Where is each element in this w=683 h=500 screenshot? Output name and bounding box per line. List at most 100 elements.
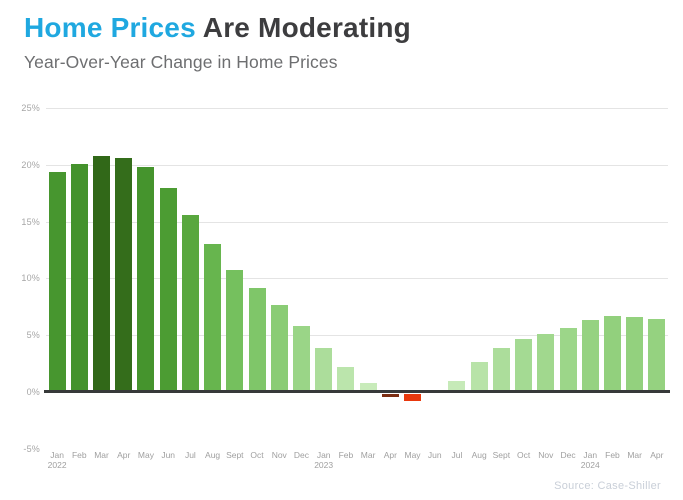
bar-nov — [270, 304, 288, 392]
bar-jul — [448, 380, 466, 392]
x-tick-label: Sept — [479, 450, 523, 460]
zero-axis-line — [44, 390, 670, 393]
gridline-10pct — [46, 278, 668, 280]
x-tick-month: Apr — [117, 450, 131, 460]
title-highlight: Home Prices — [24, 12, 203, 43]
page-title: Home Prices Are Moderating — [24, 12, 411, 44]
x-tick-label: Apr — [102, 450, 146, 460]
chart-subtitle: Year-Over-Year Change in Home Prices — [24, 52, 338, 72]
x-tick-month: Jun — [427, 450, 442, 460]
bar-apr — [381, 394, 399, 398]
x-tick-label: Mar — [80, 450, 124, 460]
x-tick-label: Aug — [457, 450, 501, 460]
x-tick-label: Jul — [168, 450, 212, 460]
x-tick-month: Apr — [383, 450, 397, 460]
x-tick-label: Apr — [368, 450, 412, 460]
x-tick-month: Oct — [516, 450, 531, 460]
y-tick-label: 20% — [21, 159, 40, 170]
y-tick-label: -5% — [23, 443, 40, 454]
x-tick-year: 2022 — [47, 460, 67, 470]
chart-header: Home Prices Are Moderating Year-Over-Yea… — [24, 12, 411, 73]
x-tick-label: May — [124, 450, 168, 460]
x-tick-month: Feb — [338, 450, 354, 460]
title-rest: Are Moderating — [202, 12, 411, 43]
gridline-20pct — [46, 164, 668, 166]
bar-apr — [648, 319, 666, 392]
x-tick-label: Oct — [502, 450, 546, 460]
x-tick-label: Feb — [324, 450, 368, 460]
bar-feb — [70, 163, 88, 392]
y-tick-label: 5% — [26, 330, 40, 341]
bar-jul — [181, 214, 199, 392]
x-tick-label: Feb — [57, 450, 101, 460]
x-tick-label: Oct — [235, 450, 279, 460]
x-tick-month: Jan — [50, 450, 64, 460]
x-tick-label: Sept — [213, 450, 257, 460]
x-tick-month: Dec — [293, 450, 310, 460]
x-tick-month: Nov — [271, 450, 287, 460]
x-tick-month: Oct — [250, 450, 264, 460]
bar-mar — [626, 317, 644, 392]
x-tick-label: Nov — [257, 450, 301, 460]
x-tick-month: Nov — [538, 450, 554, 460]
bar-sept — [492, 347, 510, 392]
x-tick-month: Jan — [583, 450, 598, 460]
x-tick-month: Mar — [360, 450, 376, 460]
bar-jan-2022 — [48, 171, 66, 392]
y-tick-label: 10% — [21, 273, 40, 284]
x-tick-month: Aug — [471, 450, 487, 460]
x-tick-month: Aug — [205, 450, 221, 460]
x-tick-label: Mar — [346, 450, 390, 460]
x-tick-label: Jan 2024 — [568, 450, 612, 470]
x-tick-month: Jul — [184, 450, 196, 460]
y-tick-label: 0% — [26, 387, 40, 397]
x-tick-month: Jun — [161, 450, 176, 460]
x-tick-month: Sept — [492, 450, 511, 460]
bar-sept — [226, 270, 244, 392]
y-tick-label: 25% — [21, 103, 40, 113]
x-tick-month: Jul — [451, 450, 463, 460]
x-tick-month: Mar — [94, 450, 109, 460]
x-tick-month: Mar — [627, 450, 642, 460]
x-tick-label: Nov — [524, 450, 568, 460]
gridline-15pct — [46, 221, 668, 223]
x-tick-label: Feb — [590, 450, 634, 460]
bar-jun — [159, 187, 177, 392]
bar-may — [137, 167, 155, 392]
bar-oct — [248, 287, 266, 392]
x-tick-label: Mar — [613, 450, 657, 460]
bar-feb — [603, 315, 621, 392]
x-tick-month: Dec — [560, 450, 576, 460]
x-tick-label: Apr — [635, 450, 679, 460]
x-tick-label: Dec — [546, 450, 590, 460]
bar-aug — [204, 244, 222, 392]
bar-aug — [470, 362, 488, 392]
x-tick-month: Feb — [71, 450, 87, 460]
x-tick-month: Feb — [605, 450, 620, 460]
x-tick-month: Apr — [650, 450, 664, 460]
bar-apr — [115, 157, 133, 392]
gridline-25pct — [46, 108, 668, 109]
x-tick-month: May — [404, 450, 421, 460]
source-attribution: Source: Case-Shiller — [554, 480, 661, 492]
x-tick-month: May — [137, 450, 154, 460]
bar-nov — [537, 334, 555, 392]
gridline-5pct — [46, 335, 668, 337]
plot-area: 25% 20% 15% 10% 5% 0% -5% Jan 2022 Feb Mar Apr May Ju… — [21, 103, 670, 470]
x-tick-label: Jan 2023 — [302, 450, 346, 470]
bar-jan-2023 — [315, 347, 333, 392]
bar-mar — [93, 155, 111, 392]
x-tick-label: Dec — [279, 450, 323, 460]
bar-dec — [292, 326, 310, 392]
x-tick-label: May — [391, 450, 435, 460]
y-tick-label: 15% — [21, 216, 40, 227]
bar-oct — [515, 338, 533, 392]
x-tick-month: Jan — [316, 450, 331, 460]
x-tick-label: Jan 2022 — [35, 450, 79, 470]
x-tick-year: 2023 — [314, 460, 334, 470]
x-tick-year: 2024 — [580, 460, 600, 470]
bar-feb — [337, 367, 355, 392]
bar-mar — [359, 382, 377, 392]
bar-may — [404, 394, 422, 401]
